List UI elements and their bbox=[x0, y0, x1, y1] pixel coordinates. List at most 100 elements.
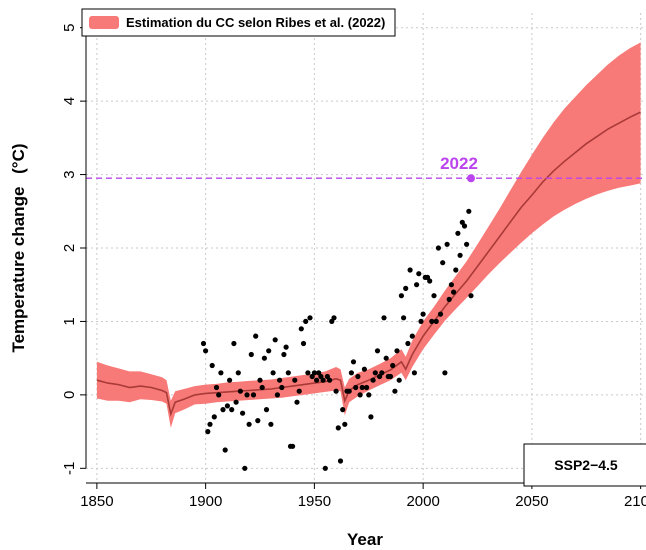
scenario-box: SSP2−4.5 bbox=[523, 443, 646, 487]
observation-point bbox=[242, 465, 248, 471]
observation-point bbox=[337, 458, 344, 464]
observation-point bbox=[263, 407, 270, 413]
observation-point bbox=[359, 384, 365, 391]
x-tick-label-1950: 1950 bbox=[298, 493, 331, 510]
observation-point bbox=[398, 293, 404, 299]
x-tick-label-2050: 2050 bbox=[515, 493, 548, 510]
observation-point bbox=[446, 296, 452, 302]
observation-point bbox=[261, 355, 267, 361]
observation-point bbox=[211, 414, 217, 420]
observation-point bbox=[416, 271, 422, 277]
observation-point bbox=[392, 388, 398, 394]
observation-point bbox=[466, 208, 472, 214]
scenario-box-frame bbox=[523, 443, 646, 487]
observation-point bbox=[303, 318, 309, 324]
y-axis-title: Temperature change (°C) bbox=[9, 143, 28, 352]
observation-point bbox=[266, 348, 272, 354]
observation-point bbox=[409, 333, 415, 339]
observation-point bbox=[259, 384, 265, 391]
observation-point bbox=[311, 370, 317, 376]
observation-point bbox=[461, 223, 468, 229]
observation-point bbox=[231, 340, 237, 347]
y-tick-label--1: -1 bbox=[61, 462, 78, 475]
reference-label: 2022 bbox=[440, 154, 478, 173]
observation-point bbox=[298, 326, 304, 332]
observation-point bbox=[368, 414, 374, 420]
observation-point bbox=[468, 293, 474, 299]
observation-points bbox=[200, 208, 474, 471]
observation-point bbox=[300, 340, 307, 347]
observation-point bbox=[320, 377, 326, 383]
y-tick-label-1: 1 bbox=[61, 317, 78, 325]
observation-point bbox=[357, 392, 363, 398]
observation-point bbox=[220, 407, 226, 413]
observation-point bbox=[213, 384, 220, 391]
observation-point bbox=[279, 384, 285, 391]
observation-point bbox=[361, 366, 367, 372]
observation-point bbox=[342, 421, 348, 427]
observation-point bbox=[335, 425, 341, 431]
observation-point bbox=[209, 362, 215, 369]
observation-point bbox=[250, 392, 257, 398]
observation-point bbox=[283, 344, 289, 350]
observation-point bbox=[464, 241, 470, 247]
observation-point bbox=[427, 278, 433, 284]
reference-point-2022 bbox=[466, 174, 475, 183]
observation-point bbox=[411, 370, 417, 376]
observation-point bbox=[396, 377, 402, 383]
observation-point bbox=[440, 260, 446, 266]
observation-point bbox=[285, 370, 291, 376]
observation-point bbox=[322, 465, 328, 471]
observation-point bbox=[333, 388, 339, 394]
observation-point bbox=[431, 293, 437, 299]
observation-point bbox=[350, 359, 357, 365]
reference-layer: 2022 bbox=[86, 154, 645, 183]
x-tick-label-2100: 2100 bbox=[624, 493, 646, 510]
observation-point bbox=[233, 399, 239, 405]
observation-point bbox=[405, 340, 411, 347]
observation-point bbox=[414, 282, 420, 288]
observation-point bbox=[296, 388, 302, 394]
observation-point bbox=[240, 410, 246, 416]
observation-point bbox=[448, 282, 454, 288]
observation-point bbox=[374, 348, 381, 354]
observation-point bbox=[353, 384, 359, 391]
observation-point bbox=[290, 443, 296, 449]
observation-point bbox=[281, 351, 287, 358]
observation-point bbox=[253, 333, 259, 339]
x-tick-label-1900: 1900 bbox=[189, 493, 222, 510]
observation-point bbox=[381, 315, 387, 321]
observation-point bbox=[407, 267, 413, 273]
x-axis-title: Year bbox=[347, 530, 383, 549]
observation-point bbox=[401, 315, 407, 321]
observation-point bbox=[366, 392, 372, 398]
observation-point bbox=[372, 370, 378, 376]
observation-point bbox=[200, 340, 207, 347]
x-tick-label-1850: 1850 bbox=[80, 493, 113, 510]
observation-point bbox=[292, 377, 298, 383]
y-tick-label-3: 3 bbox=[61, 170, 78, 178]
observation-point bbox=[383, 355, 389, 361]
observation-point bbox=[246, 421, 252, 427]
observation-point bbox=[314, 377, 320, 383]
scenario-label: SSP2−4.5 bbox=[554, 457, 618, 473]
observation-point bbox=[305, 370, 311, 376]
observation-point bbox=[364, 384, 370, 391]
y-tick-label-5: 5 bbox=[61, 24, 78, 32]
observation-point bbox=[218, 370, 224, 376]
observation-point bbox=[205, 429, 211, 435]
observation-point bbox=[227, 377, 233, 383]
legend-label: Estimation du CC selon Ribes et al. (202… bbox=[126, 15, 385, 30]
y-tick-label-4: 4 bbox=[61, 97, 78, 105]
confidence-band bbox=[96, 42, 641, 428]
observation-point bbox=[268, 421, 274, 427]
observation-point bbox=[420, 311, 426, 317]
y-tick-label-2: 2 bbox=[61, 244, 78, 252]
observation-point bbox=[340, 407, 346, 413]
legend: Estimation du CC selon Ribes et al. (202… bbox=[81, 8, 396, 37]
observation-point bbox=[237, 388, 243, 394]
observation-point bbox=[444, 241, 450, 247]
y-tick-label-0: 0 bbox=[61, 391, 78, 399]
observation-point bbox=[437, 311, 444, 317]
